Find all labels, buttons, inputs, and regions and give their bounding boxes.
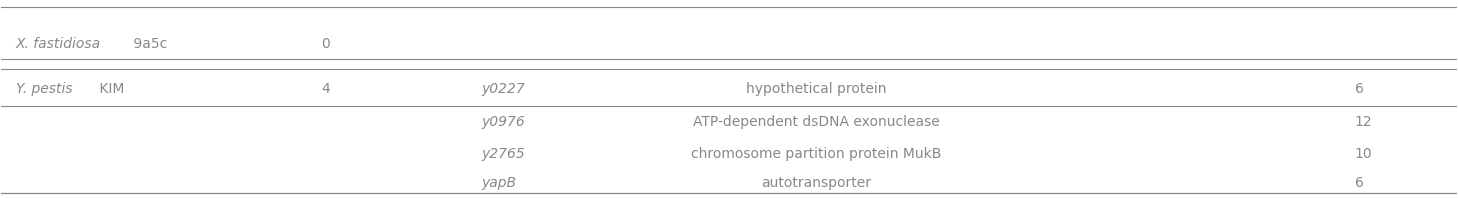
Text: y0227: y0227 [481, 82, 525, 96]
Text: hypothetical protein: hypothetical protein [746, 82, 886, 96]
Text: y2765: y2765 [481, 147, 525, 161]
Text: ATP-dependent dsDNA exonuclease: ATP-dependent dsDNA exonuclease [693, 115, 940, 129]
Text: chromosome partition protein MukB: chromosome partition protein MukB [691, 147, 942, 161]
Text: KIM: KIM [95, 82, 124, 96]
Text: y0976: y0976 [481, 115, 525, 129]
Text: 12: 12 [1354, 115, 1372, 129]
Text: yapB: yapB [481, 176, 516, 190]
Text: autotransporter: autotransporter [761, 176, 872, 190]
Text: 6: 6 [1354, 82, 1363, 96]
Text: Y. pestis: Y. pestis [16, 82, 73, 96]
Text: 4: 4 [322, 82, 331, 96]
Text: 9a5c: 9a5c [130, 37, 168, 51]
Text: 0: 0 [322, 37, 331, 51]
Text: 6: 6 [1354, 176, 1363, 190]
Text: X. fastidiosa: X. fastidiosa [16, 37, 101, 51]
Text: 10: 10 [1354, 147, 1372, 161]
